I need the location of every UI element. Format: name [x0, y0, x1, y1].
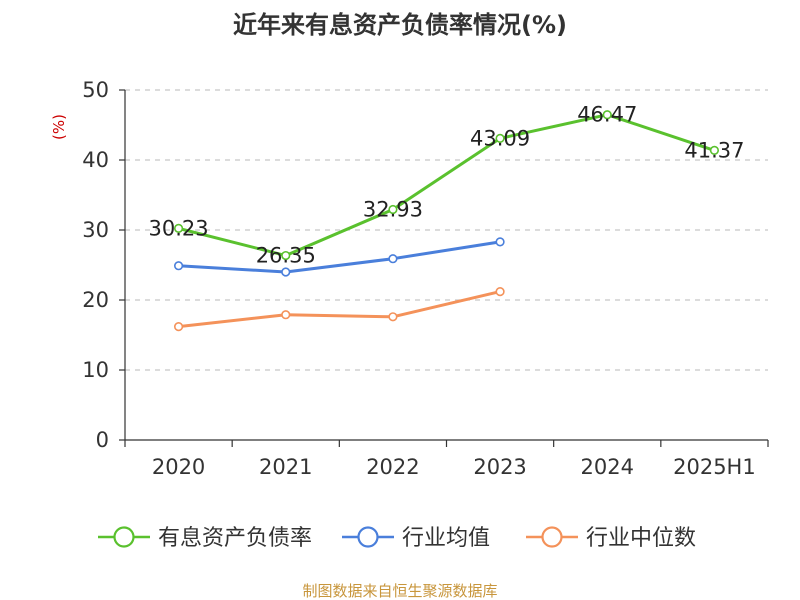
x-tick-label: 2024: [581, 455, 634, 479]
x-tick-label: 2021: [259, 455, 312, 479]
data-point: [173, 261, 184, 271]
series-0: 30.23 26.35 32.93 43.09 46.47 41.37: [149, 103, 745, 268]
data-point: [281, 267, 291, 277]
series-2: [173, 287, 505, 332]
data-point: [602, 110, 612, 120]
series-line: [178, 113, 715, 258]
source-note: 制图数据来自恒生聚源数据库: [302, 582, 497, 600]
y-tick-label: 40: [82, 148, 109, 172]
axes: 0 10 20 30 40 50 2020 2021 2022 2023 2024 2025H1: [82, 78, 769, 479]
chart-title: 近年来有息资产负债率情况(%): [233, 11, 567, 39]
legend-label: 行业中位数: [586, 526, 696, 551]
series-layer: 30.23 26.35 32.93 43.09 46.47 41.37: [149, 103, 745, 332]
data-point: [388, 312, 398, 322]
data-point: [388, 204, 398, 215]
legend-item-0[interactable]: 有息资产负债率: [98, 526, 312, 551]
data-point: [495, 133, 505, 143]
y-tick-label: 30: [82, 218, 109, 242]
y-axis-unit-label: (%): [50, 114, 68, 140]
y-tick-label: 50: [82, 78, 109, 102]
series-line: [178, 240, 501, 274]
data-label: 46.47: [577, 103, 637, 127]
data-point: [709, 145, 720, 156]
legend-item-1[interactable]: 行业均值: [342, 526, 490, 551]
gridlines: [125, 89, 768, 371]
x-tick-label: 2025H1: [673, 455, 756, 479]
y-tick-label: 10: [82, 358, 109, 382]
data-label: 32.93: [363, 197, 423, 221]
data-label: 30.23: [149, 216, 209, 240]
data-point: [281, 310, 291, 320]
legend-item-2[interactable]: 行业中位数: [526, 526, 696, 551]
y-tick-label: 0: [96, 428, 109, 452]
data-point: [173, 322, 184, 332]
data-point: [495, 287, 505, 297]
legend-swatch-marker: [357, 526, 379, 548]
legend-label: 行业均值: [402, 526, 490, 551]
data-point: [281, 250, 291, 261]
data-label: 43.09: [470, 126, 530, 150]
series-line: [178, 290, 501, 329]
data-point: [495, 237, 505, 247]
data-label: 26.35: [256, 244, 316, 268]
legend-label: 有息资产负债率: [158, 526, 312, 551]
x-tick-label: 2023: [473, 455, 526, 479]
x-tick-label: 2022: [366, 455, 419, 479]
legend-swatch-marker: [113, 526, 135, 548]
legend[interactable]: 有息资产负债率 行业均值 行业中位数: [98, 526, 696, 551]
legend-swatch-marker: [541, 526, 563, 548]
series-1: [173, 237, 505, 277]
data-label: 41.37: [684, 138, 744, 162]
data-point: [173, 223, 184, 233]
y-tick-label: 20: [82, 288, 109, 312]
data-point: [388, 254, 398, 264]
x-tick-label: 2020: [152, 455, 205, 479]
